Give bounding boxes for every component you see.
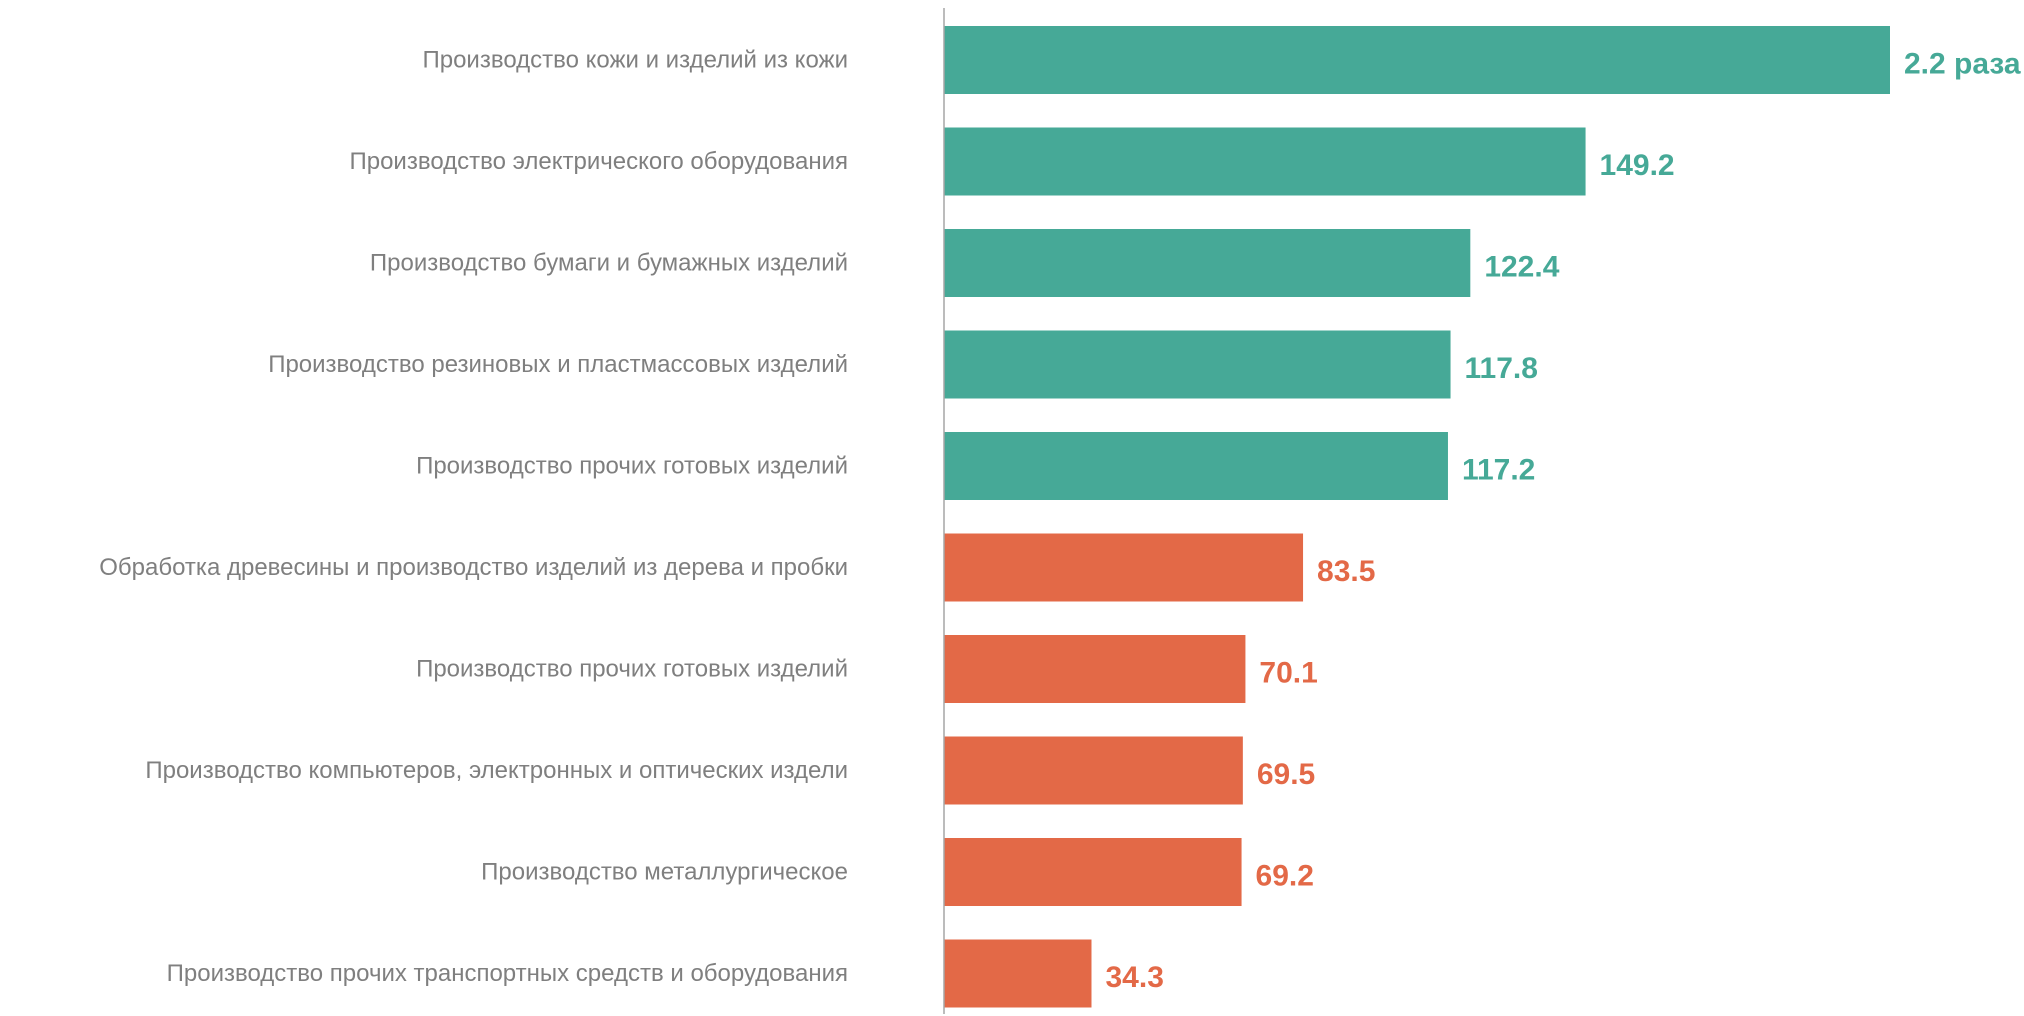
category-label: Производство резиновых и пластмассовых и… [268, 351, 848, 378]
value-label: 83.5 [1317, 555, 1375, 588]
category-label: Обработка древесины и производство издел… [99, 554, 848, 581]
value-label: 122.4 [1484, 251, 1559, 284]
value-label: 69.5 [1257, 758, 1315, 791]
category-label: Производство электрического оборудования [349, 148, 848, 175]
category-label: Производство металлургическое [481, 859, 848, 886]
value-labels: 2.2 раза 149.2 122.4 117.8 117.2 83.5 70.1 69.5… [1105, 48, 2020, 995]
category-label: Производство прочих готовых изделий [416, 453, 848, 480]
bar [944, 229, 1471, 297]
category-label: Производство кожи и изделий из кожи [422, 47, 848, 74]
value-label: 70.1 [1259, 657, 1317, 690]
bar [944, 127, 1586, 196]
value-label: 117.8 [1465, 352, 1538, 385]
value-label: 149.2 [1600, 149, 1675, 182]
value-label: 34.3 [1105, 961, 1163, 994]
category-labels: Производство кожи и изделий из кожи Произ… [99, 47, 848, 988]
bar [944, 26, 1890, 94]
bar [944, 432, 1448, 500]
bar [944, 736, 1243, 805]
bar [944, 635, 1246, 703]
category-label: Производство бумаги и бумажных изделий [370, 250, 848, 277]
value-label: 117.2 [1462, 454, 1535, 487]
value-label: 2.2 раза [1904, 48, 2021, 81]
value-label: 69.2 [1256, 860, 1314, 893]
bar [944, 330, 1451, 399]
category-label: Производство компьютеров, электронных и … [145, 757, 848, 784]
bar [944, 838, 1242, 906]
category-label: Производство прочих транспортных средств… [167, 960, 848, 987]
bar [944, 939, 1092, 1008]
category-label: Производство прочих готовых изделий [416, 656, 848, 683]
bar [944, 533, 1304, 602]
bars-layer [944, 26, 1890, 1008]
